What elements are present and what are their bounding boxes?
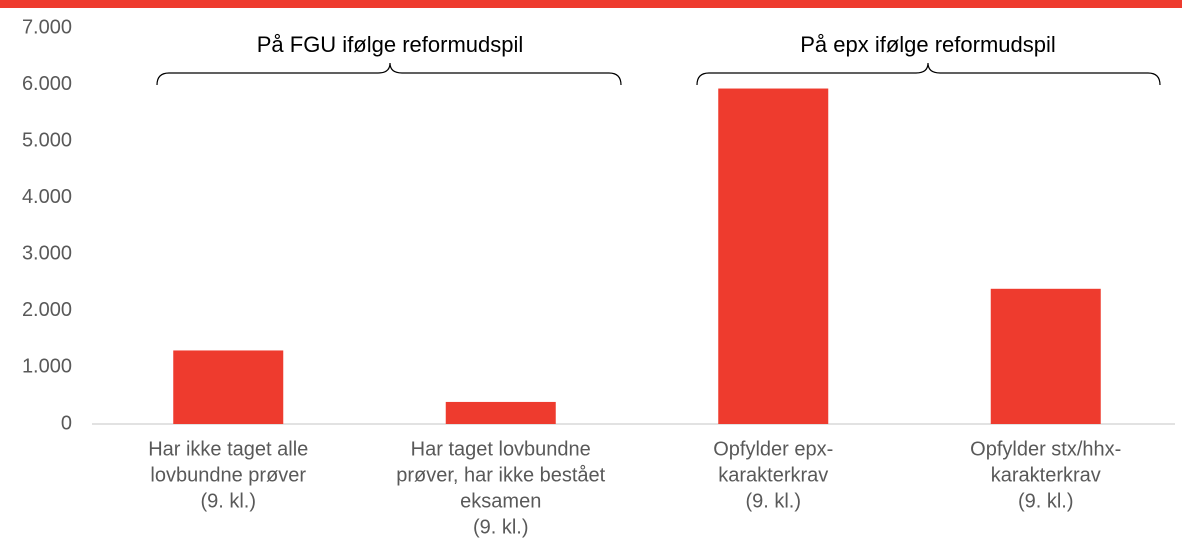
x-tick-label: Opfylder stx/hhx-	[970, 438, 1121, 460]
bar	[445, 401, 556, 424]
bar	[173, 350, 284, 424]
x-tick-label: Har taget lovbundne	[411, 438, 591, 460]
top-stripe	[0, 0, 1182, 8]
x-tick-label: (9. kl.)	[745, 490, 801, 512]
bar	[990, 288, 1101, 424]
x-tick-label: Har ikke taget alle	[148, 438, 308, 460]
bar	[718, 88, 829, 424]
x-tick-label: (9. kl.)	[200, 490, 256, 512]
bracket	[156, 62, 622, 86]
y-tick-label: 5.000	[22, 129, 72, 151]
x-tick-label: prøver, har ikke bestået	[396, 464, 605, 486]
annotation: På epx ifølge reformudspil	[800, 32, 1056, 57]
x-tick-label: Opfylder epx-	[713, 438, 833, 460]
y-tick-label: 3.000	[22, 243, 72, 265]
x-tick-label: eksamen	[460, 490, 541, 512]
y-tick-label: 2.000	[22, 299, 72, 321]
x-tick-label: lovbundne prøver	[150, 464, 306, 486]
y-tick-label: 0	[61, 412, 72, 434]
y-tick-label: 7.000	[22, 16, 72, 38]
y-tick-label: 1.000	[22, 356, 72, 378]
x-tick-label: (9. kl.)	[473, 516, 529, 538]
x-tick-label: (9. kl.)	[1018, 490, 1074, 512]
bracket	[696, 62, 1161, 86]
annotation: På FGU ifølge reformudspil	[257, 32, 524, 57]
x-tick-label: karakterkrav	[718, 464, 828, 486]
x-tick-label: karakterkrav	[991, 464, 1101, 486]
y-tick-label: 6.000	[22, 73, 72, 95]
y-tick-label: 4.000	[22, 186, 72, 208]
